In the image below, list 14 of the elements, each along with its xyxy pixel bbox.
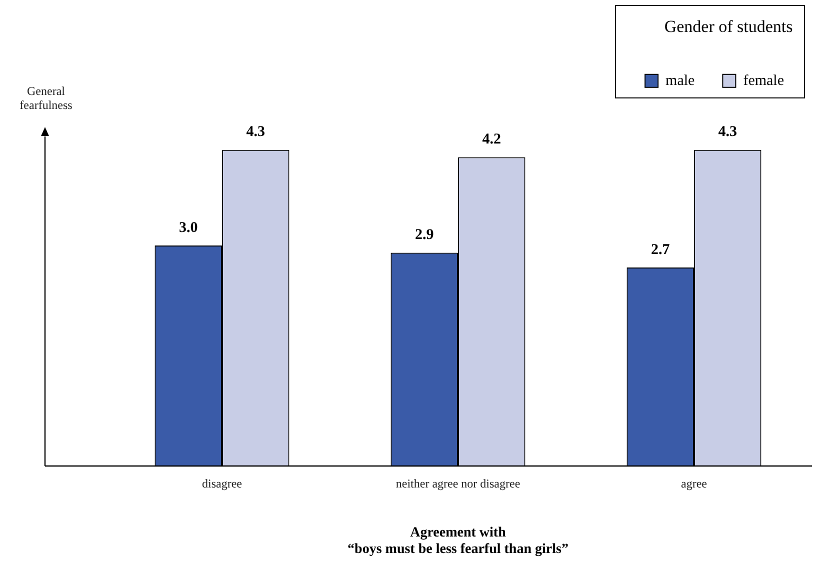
- data-label: 4.3: [246, 124, 266, 140]
- data-label: 4.3: [718, 124, 738, 140]
- y-axis-title: General fearfulness: [18, 84, 74, 112]
- data-label: 2.7: [650, 242, 670, 258]
- legend-label: male: [666, 72, 696, 89]
- legend-title: Gender of students: [664, 16, 793, 36]
- x-axis-title: Agreement with “boys must be less fearful than girls”: [348, 525, 568, 558]
- x-tick-label: disagree: [202, 476, 242, 490]
- data-label: 2.9: [414, 227, 434, 244]
- data-label: 3.0: [178, 220, 198, 236]
- x-tick-label: neither agree nor disagree: [396, 476, 520, 490]
- x-tick-label: agree: [681, 476, 707, 490]
- legend-label: female: [743, 72, 784, 89]
- data-label: 4.2: [482, 132, 502, 148]
